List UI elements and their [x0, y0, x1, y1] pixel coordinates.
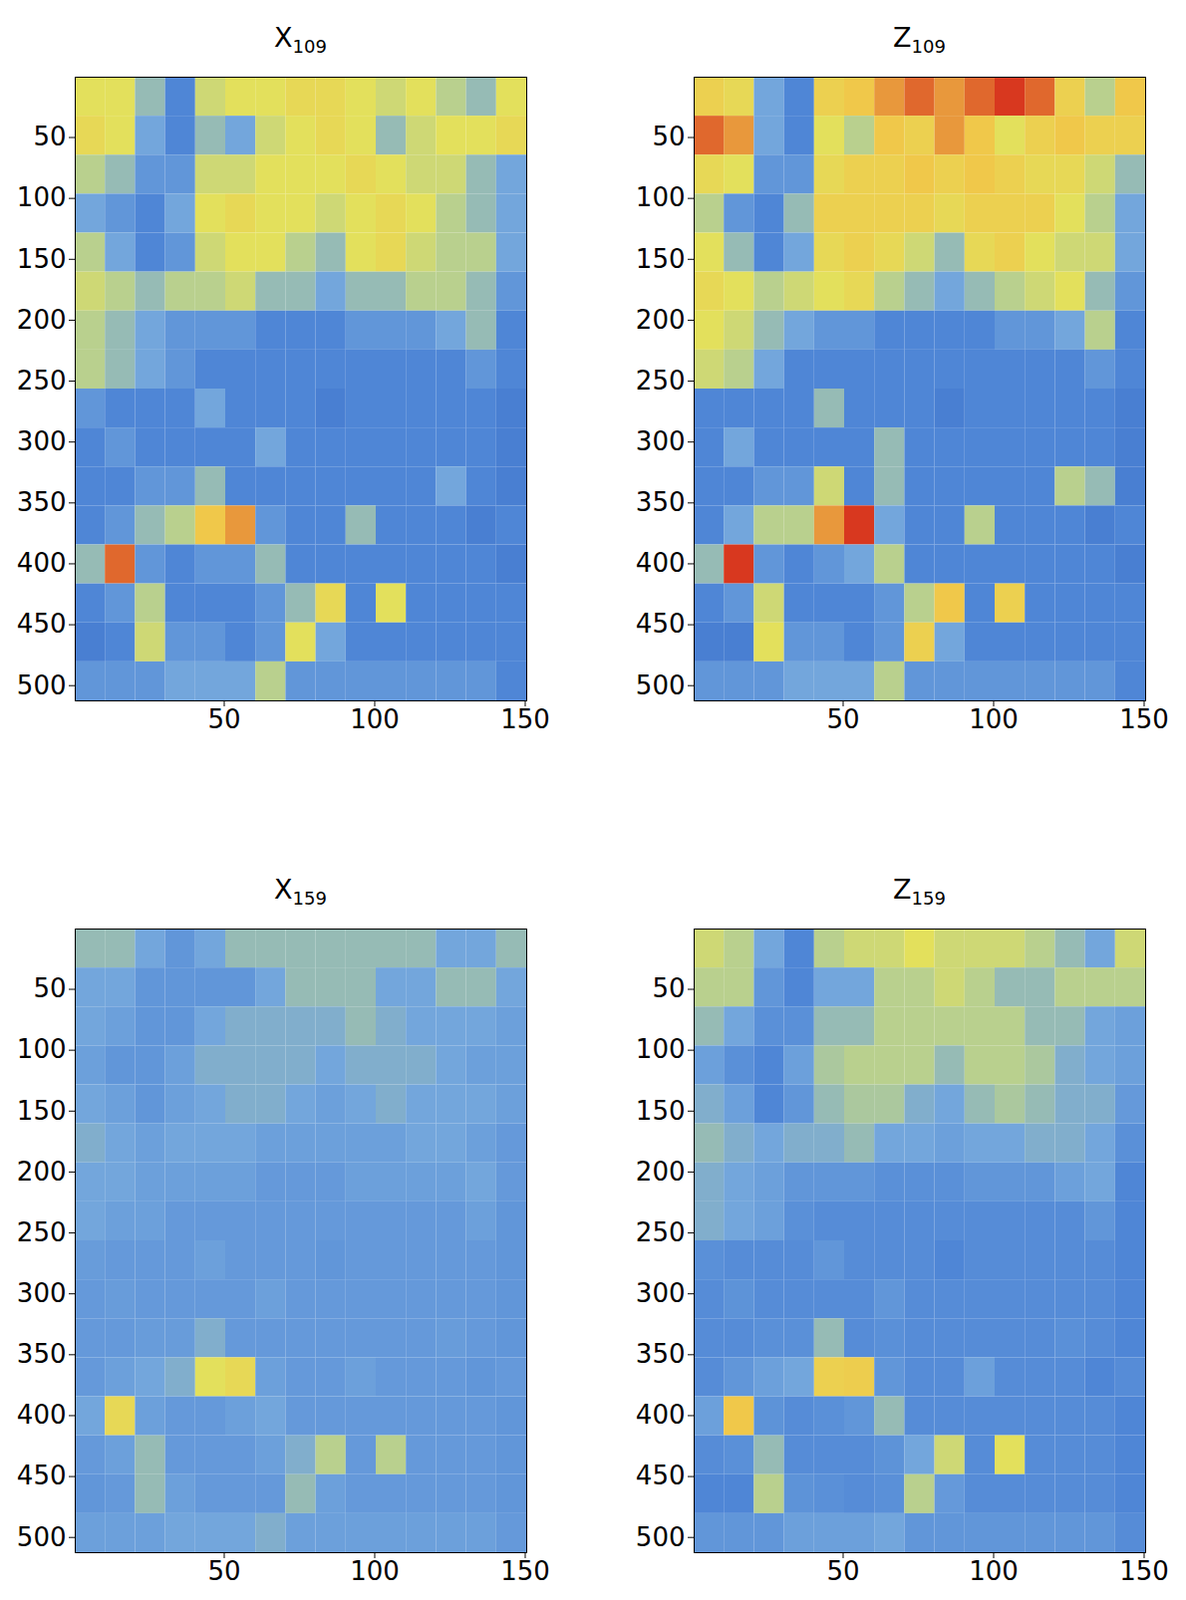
svg-text:450: 450	[635, 1461, 686, 1491]
svg-text:50: 50	[651, 973, 685, 1004]
svg-text:300: 300	[16, 426, 67, 457]
svg-text:50: 50	[826, 704, 860, 735]
svg-text:250: 250	[16, 365, 67, 396]
svg-text:100: 100	[349, 704, 400, 735]
svg-text:300: 300	[635, 426, 686, 457]
svg-text:50: 50	[651, 121, 685, 152]
svg-text:400: 400	[16, 548, 67, 579]
svg-text:450: 450	[16, 608, 67, 639]
svg-text:350: 350	[16, 1339, 67, 1370]
svg-text:100: 100	[635, 1034, 686, 1065]
svg-text:150: 150	[16, 244, 67, 275]
svg-text:500: 500	[16, 670, 67, 701]
svg-text:50: 50	[826, 1556, 860, 1587]
html-text:Z159: Z159	[893, 874, 946, 910]
html-text:X159: X159	[274, 874, 327, 910]
svg-text:200: 200	[635, 1157, 686, 1187]
svg-text:250: 250	[16, 1217, 67, 1248]
svg-text:100: 100	[968, 704, 1019, 735]
svg-text:100: 100	[968, 1556, 1019, 1587]
svg-text:150: 150	[500, 704, 551, 735]
svg-text:50: 50	[32, 973, 66, 1004]
svg-text:100: 100	[635, 182, 686, 213]
svg-text:150: 150	[500, 1556, 551, 1587]
svg-text:150: 150	[635, 244, 686, 275]
svg-text:150: 150	[1119, 1556, 1170, 1587]
svg-text:450: 450	[635, 608, 686, 639]
svg-text:300: 300	[16, 1278, 67, 1309]
svg-text:150: 150	[16, 1096, 67, 1127]
svg-text:100: 100	[16, 182, 67, 213]
svg-text:200: 200	[16, 304, 67, 335]
svg-text:500: 500	[16, 1522, 67, 1553]
svg-text:250: 250	[635, 1217, 686, 1248]
svg-text:350: 350	[635, 1339, 686, 1370]
svg-text:500: 500	[635, 670, 686, 701]
svg-text:150: 150	[635, 1096, 686, 1127]
svg-text:500: 500	[635, 1522, 686, 1553]
svg-text:50: 50	[207, 704, 241, 735]
svg-text:100: 100	[16, 1034, 67, 1065]
html-text:Z109: Z109	[893, 21, 946, 58]
svg-text:100: 100	[349, 1556, 400, 1587]
svg-text:400: 400	[635, 1400, 686, 1431]
svg-text:50: 50	[207, 1556, 241, 1587]
svg-text:400: 400	[635, 548, 686, 579]
html-text:X109: X109	[274, 21, 327, 58]
svg-text:450: 450	[16, 1461, 67, 1491]
svg-text:50: 50	[32, 121, 66, 152]
svg-text:350: 350	[16, 487, 67, 518]
svg-text:250: 250	[635, 365, 686, 396]
svg-text:300: 300	[635, 1278, 686, 1309]
svg-text:350: 350	[635, 487, 686, 518]
svg-text:200: 200	[635, 304, 686, 335]
svg-text:200: 200	[16, 1157, 67, 1187]
svg-text:150: 150	[1119, 704, 1170, 735]
svg-text:400: 400	[16, 1400, 67, 1431]
